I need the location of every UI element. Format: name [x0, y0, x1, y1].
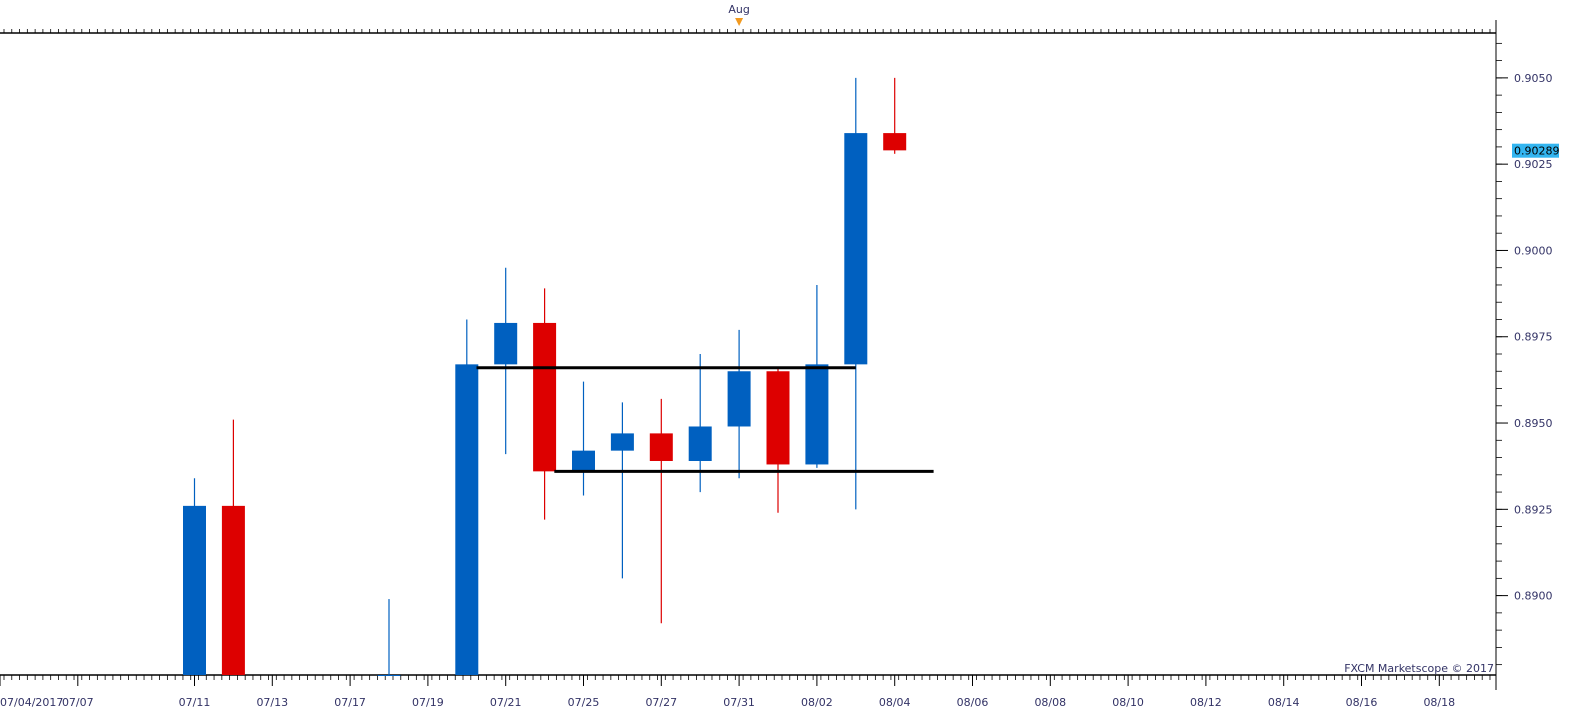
date-tick-label: 08/14 [1268, 696, 1300, 709]
candle [221, 419, 245, 675]
date-tick-label: 07/19 [412, 696, 444, 709]
candle [377, 599, 401, 676]
candle-body [572, 450, 595, 472]
date-tick-label: 07/11 [179, 696, 211, 709]
candle-body [649, 433, 673, 461]
candle-body [494, 322, 518, 365]
candle [688, 354, 712, 493]
price-tick-label: 0.9025 [1514, 158, 1553, 171]
candle-body [377, 675, 401, 676]
current-price-label: 0.90289 [1512, 143, 1560, 158]
candle-body [533, 322, 557, 472]
candle-body [610, 433, 634, 451]
month-marker-icon [735, 18, 744, 26]
candle-body [883, 133, 907, 151]
candle [727, 329, 751, 479]
candle [883, 77, 907, 154]
candle [533, 288, 557, 520]
date-tick-label: 08/04 [879, 696, 911, 709]
date-tick-label: 07/21 [490, 696, 522, 709]
top-month-axis: Aug [728, 3, 750, 26]
date-tick-label: 07/07 [62, 696, 94, 709]
price-tick-label: 0.8975 [1514, 331, 1553, 344]
candle-body [688, 426, 712, 461]
date-tick-label: 07/31 [723, 696, 755, 709]
candle-body [455, 364, 479, 675]
date-tick-label: 08/18 [1423, 696, 1455, 709]
candles [183, 77, 907, 676]
candle-body [183, 505, 206, 675]
date-tick-label: 08/10 [1112, 696, 1144, 709]
month-marker-label: Aug [728, 3, 749, 16]
current-price-badge [1512, 143, 1559, 158]
date-tick-label: 08/06 [957, 696, 989, 709]
candle [649, 398, 673, 624]
top-axis-ticks [3, 29, 1491, 33]
candle [610, 402, 634, 579]
price-tick-label: 0.8950 [1514, 417, 1553, 430]
candle-body [727, 371, 751, 427]
date-tick-label: 07/27 [645, 696, 677, 709]
candle [572, 381, 595, 496]
date-tick-label: 07/13 [256, 696, 288, 709]
date-tick-label: 08/12 [1190, 696, 1222, 709]
bottom-axis-ticks [0, 675, 1491, 686]
date-tick-label: 07/04/2017 [0, 696, 63, 709]
price-tick-label: 0.8925 [1514, 503, 1553, 516]
candle [805, 284, 829, 468]
price-tick-label: 0.9050 [1514, 72, 1553, 85]
candle-body [766, 371, 790, 465]
date-tick-label: 08/02 [801, 696, 833, 709]
price-axis-labels: 0.9050 0.9025 0.9000 0.8975 0.8950 0.8925 0.89… [1514, 72, 1553, 603]
candle [766, 367, 790, 513]
candle [494, 267, 518, 455]
candle [455, 319, 479, 675]
price-tick-label: 0.8900 [1514, 590, 1553, 603]
date-tick-label: 08/08 [1034, 696, 1066, 709]
date-tick-label: 07/25 [568, 696, 600, 709]
date-tick-label: 08/16 [1346, 696, 1378, 709]
watermark: FXCM Marketscope © 2017 [1344, 662, 1494, 675]
range-lines[interactable] [476, 366, 934, 473]
candle [183, 478, 206, 675]
candle-body [844, 133, 868, 365]
price-axis-ticks [1496, 42, 1508, 666]
candle-body [805, 364, 829, 465]
price-tick-label: 0.9000 [1514, 244, 1553, 257]
date-tick-label: 07/17 [334, 696, 366, 709]
candle [844, 77, 868, 510]
candle-body [221, 505, 245, 675]
current-price-text: 0.90289 [1514, 145, 1560, 158]
